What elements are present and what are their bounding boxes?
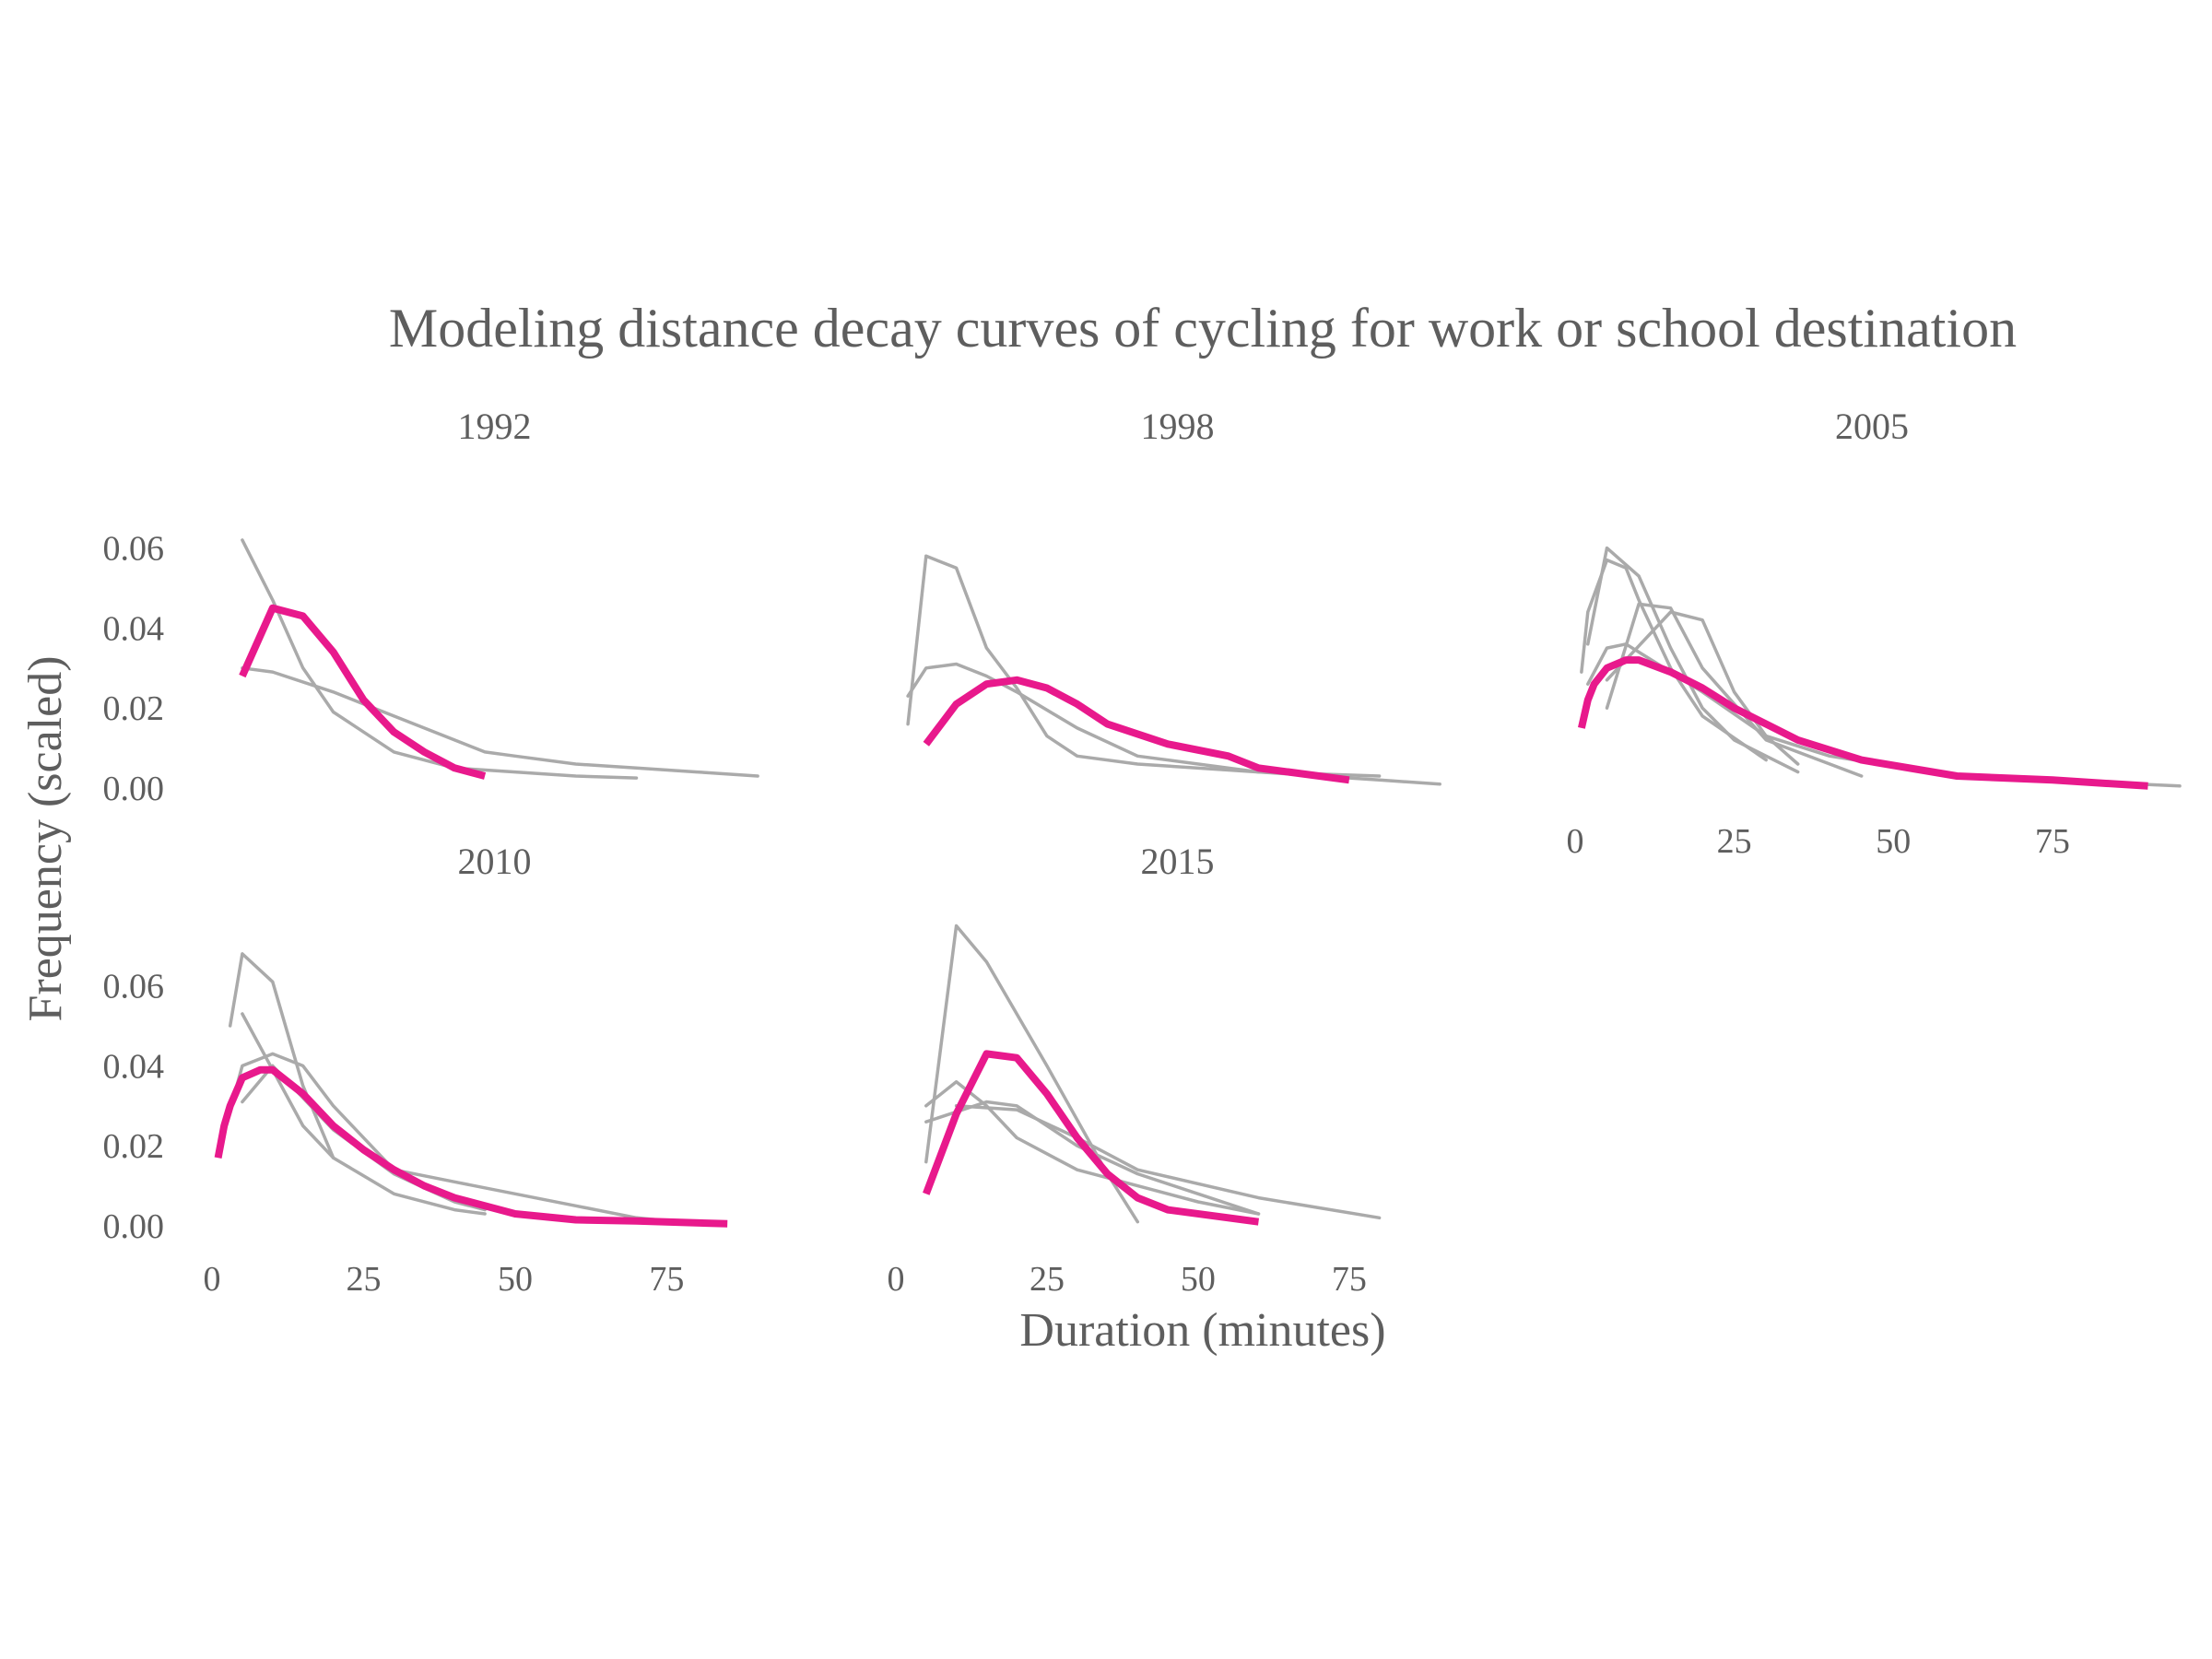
observed-curve <box>228 952 487 1216</box>
x-tick-label: 75 <box>2035 822 2070 861</box>
observed-curve <box>924 1100 1261 1216</box>
facet-title: 2005 <box>1835 406 1909 447</box>
facet-panel-1992: 1992 0.00 0.02 0.04 0.06 <box>103 406 759 808</box>
x-tick-label: 25 <box>1030 1260 1065 1299</box>
observed-curve <box>906 554 1382 778</box>
x-tick-label: 75 <box>649 1260 684 1299</box>
chart-title: Modeling distance decay curves of cyclin… <box>389 298 2017 359</box>
facet-panel-1998: 1998 <box>906 406 1441 786</box>
facet-panel-2010: 2010 0.00 0.02 0.04 0.06 0 25 50 75 <box>103 841 728 1299</box>
y-tick-label: 0.04 <box>103 1047 165 1086</box>
x-tick-label: 0 <box>888 1260 905 1299</box>
observed-curve <box>924 1080 1261 1216</box>
x-tick-label: 50 <box>498 1260 533 1299</box>
observed-curve <box>241 1012 335 1159</box>
observed-curve <box>241 538 639 780</box>
model-curve <box>214 1065 728 1228</box>
observed-curve <box>1586 546 1800 774</box>
x-tick-label: 25 <box>346 1260 381 1299</box>
y-tick-label: 0.04 <box>103 609 165 648</box>
observed-curve <box>954 1104 1382 1220</box>
model-curve <box>1577 656 2148 790</box>
observed-curve <box>1605 610 1800 766</box>
x-axis-title: Duration (minutes) <box>1019 1304 1385 1357</box>
y-tick-label: 0.06 <box>103 530 165 569</box>
facet-title: 1998 <box>1141 406 1215 447</box>
x-tick-label: 50 <box>1181 1260 1216 1299</box>
y-tick-label: 0.00 <box>103 770 165 808</box>
facet-title: 2010 <box>458 841 532 882</box>
x-tick-label: 75 <box>1332 1260 1367 1299</box>
facet-panel-2015: 2015 0 25 50 75 <box>888 841 1382 1299</box>
observed-curve <box>241 666 759 778</box>
y-tick-label: 0.02 <box>103 1127 165 1166</box>
x-tick-label: 0 <box>1567 822 1584 861</box>
model-curve <box>239 604 487 780</box>
facet-panels: 1992 0.00 0.02 0.04 0.06 1998 2005 0 25 50 75 2010 0… <box>103 406 2182 1299</box>
facet-title: 2015 <box>1141 841 1215 882</box>
x-tick-label: 50 <box>1876 822 1911 861</box>
x-tick-label: 0 <box>204 1260 221 1299</box>
model-curve <box>923 1050 1260 1226</box>
facet-title: 1992 <box>458 406 532 447</box>
observed-curve <box>1580 558 1768 762</box>
y-tick-label: 0.00 <box>103 1207 165 1246</box>
y-tick-label: 0.02 <box>103 689 165 728</box>
y-tick-label: 0.06 <box>103 968 165 1006</box>
observed-curve <box>1605 602 1864 778</box>
x-tick-label: 25 <box>1717 822 1752 861</box>
y-axis-title: Frequency (scaled) <box>19 655 72 1021</box>
model-curve <box>923 676 1350 784</box>
facet-panel-2005: 2005 0 25 50 75 <box>1567 406 2182 861</box>
